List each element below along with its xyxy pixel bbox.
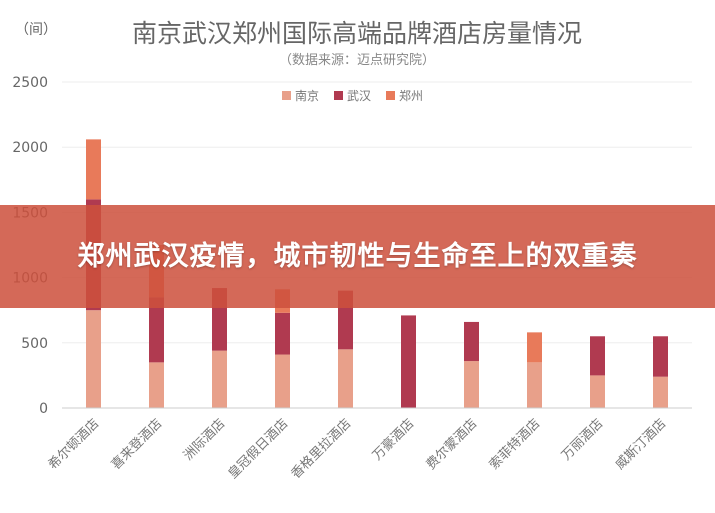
x-tick-label: 索菲特酒店 bbox=[487, 416, 544, 473]
bar-segment bbox=[149, 362, 164, 408]
bar-segment bbox=[212, 350, 227, 408]
legend-label: 武汉 bbox=[347, 89, 371, 103]
bar-segment bbox=[401, 315, 416, 408]
x-tick-label: 威斯汀酒店 bbox=[613, 416, 670, 473]
bar-segment bbox=[527, 332, 542, 363]
y-axis-label: （间） bbox=[15, 22, 57, 38]
x-tick-label: 喜来登酒店 bbox=[109, 416, 166, 473]
bar-segment bbox=[86, 310, 101, 408]
bar-segment bbox=[590, 375, 605, 408]
bar-segment bbox=[275, 312, 290, 355]
bar-segment bbox=[464, 321, 479, 362]
y-tick-label: 500 bbox=[21, 336, 48, 352]
bar-segment bbox=[590, 336, 605, 376]
x-tick-label: 费尔蒙酒店 bbox=[424, 416, 481, 473]
legend: 南京 武汉 郑州 bbox=[282, 88, 423, 103]
legend-swatch bbox=[386, 91, 395, 100]
x-tick-label: 万丽酒店 bbox=[559, 416, 606, 463]
bar-segment bbox=[149, 297, 164, 363]
bar-segment bbox=[275, 354, 290, 408]
y-tick-label: 2500 bbox=[12, 75, 48, 91]
bar-segment bbox=[653, 336, 668, 377]
legend-label: 南京 bbox=[295, 88, 319, 103]
x-tick-label: 香格里拉酒店 bbox=[288, 416, 354, 482]
bar-segment bbox=[653, 376, 668, 408]
chart-title: 南京武汉郑州国际高端品牌酒店房量情况 bbox=[132, 19, 582, 48]
y-tick-label: 2000 bbox=[12, 140, 48, 156]
bar-segment bbox=[86, 139, 101, 200]
chart-subtitle: （数据来源：迈点研究院） bbox=[279, 53, 435, 68]
x-tick-label: 洲际酒店 bbox=[181, 416, 228, 463]
headline-text: 郑州武汉疫情，城市韧性与生命至上的双重奏 bbox=[77, 240, 638, 272]
headline-banner: 郑州武汉疫情，城市韧性与生命至上的双重奏 bbox=[0, 205, 715, 308]
bar-segment bbox=[338, 349, 353, 408]
x-tick-label: 万豪酒店 bbox=[369, 416, 417, 464]
bar-segment bbox=[527, 362, 542, 408]
bar-segment bbox=[464, 361, 479, 408]
legend-swatch bbox=[282, 91, 291, 100]
legend-label: 郑州 bbox=[399, 88, 423, 103]
legend-swatch bbox=[334, 91, 343, 100]
x-tick-label: 希尔顿酒店 bbox=[46, 416, 103, 473]
y-tick-label: 0 bbox=[39, 401, 48, 417]
x-tick-label: 皇冠假日酒店 bbox=[226, 416, 292, 482]
